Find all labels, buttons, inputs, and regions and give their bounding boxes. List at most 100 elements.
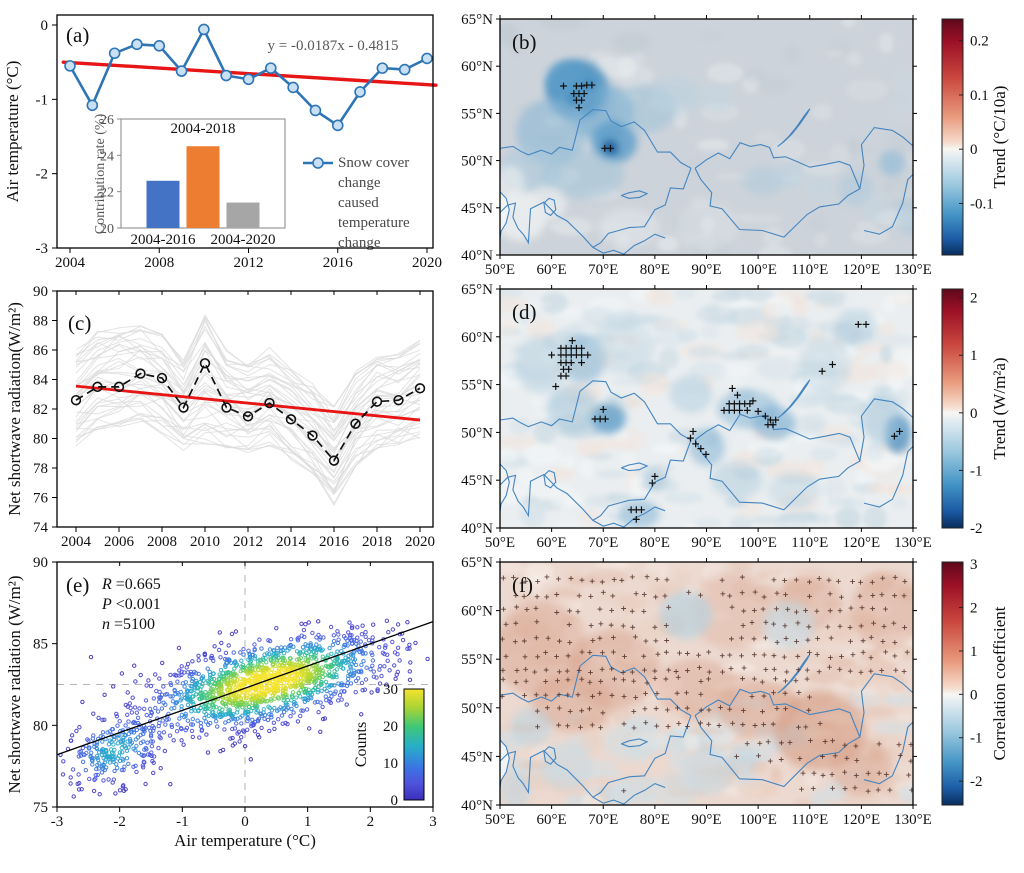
ensemble-member-line <box>75 313 421 420</box>
country-border <box>500 439 692 522</box>
significance-plus-marker <box>676 721 682 726</box>
significance-plus-marker <box>860 638 866 644</box>
significance-plus-marker <box>644 680 650 686</box>
significance-plus-marker <box>544 705 550 711</box>
significance-plus-marker <box>521 594 527 599</box>
data-point-marker <box>220 69 232 82</box>
significance-plus-marker <box>883 649 889 655</box>
significance-plus-marker <box>621 606 627 611</box>
trend-line <box>75 384 421 422</box>
country-border <box>694 142 861 238</box>
significance-plus-marker <box>590 693 595 699</box>
inset-x-label: 2004-2016 <box>131 232 196 248</box>
legend: Snow cover change caused temperature change <box>303 155 410 251</box>
country-border <box>500 654 692 717</box>
significance-plus-marker <box>513 620 519 626</box>
data-point-marker <box>242 73 255 86</box>
significance-plus-marker <box>847 625 853 630</box>
y-tick-label: 86 <box>33 343 49 359</box>
significance-plus-marker <box>761 693 767 699</box>
ensemble-member-line <box>75 400 421 485</box>
lat-tick-label: 60°N <box>461 604 493 620</box>
ensemble-member-line <box>75 315 421 408</box>
colorbar-title: Counts <box>353 722 370 767</box>
significance-plus-marker <box>818 367 826 375</box>
significance-plus-marker <box>814 652 820 657</box>
significance-plus-marker <box>785 606 791 612</box>
significance-plus-marker <box>749 694 755 699</box>
significance-plus-marker <box>769 421 777 429</box>
significance-plus-marker <box>807 593 812 599</box>
data-point-marker <box>178 402 189 413</box>
significance-plus-marker <box>763 635 768 641</box>
significance-plus-marker <box>842 786 848 792</box>
significance-plus-marker <box>896 428 903 435</box>
data-point-marker <box>198 23 210 36</box>
significance-plus-marker <box>632 515 640 523</box>
significance-plus-marker <box>664 638 670 643</box>
country-border <box>500 380 692 441</box>
panel-label-e: (e) <box>66 573 89 597</box>
significance-plus-marker <box>757 740 763 746</box>
significance-plus-marker <box>858 623 864 629</box>
significance-plus-marker <box>621 677 626 683</box>
field-blob <box>642 469 668 491</box>
scatter-points <box>58 618 430 799</box>
significance-plus-marker <box>597 606 603 612</box>
significance-plus-marker <box>816 669 822 675</box>
significance-plus-marker <box>816 576 822 581</box>
significance-plus-marker <box>622 654 627 659</box>
significance-plus-marker <box>565 692 571 698</box>
significance-plus-marker <box>772 416 780 424</box>
colorbar-tick-label: -2 <box>970 774 983 790</box>
ensemble-member-line <box>75 342 421 438</box>
significance-plus-marker <box>739 574 745 580</box>
significance-plus-marker <box>631 678 637 684</box>
significance-plus-marker <box>600 710 606 716</box>
panel-label-c: (c) <box>68 311 91 335</box>
significance-plus-marker <box>837 623 843 629</box>
significance-plus-marker <box>675 674 681 680</box>
significance-plus-marker <box>598 678 604 684</box>
lon-tick-label: 100°E <box>739 262 777 278</box>
significance-plus-marker <box>744 741 750 747</box>
lat-tick-label: 45°N <box>461 749 493 765</box>
field-blob <box>655 659 737 717</box>
significance-plus-marker <box>830 785 835 791</box>
significance-plus-marker <box>544 594 550 600</box>
significance-plus-marker <box>860 649 866 655</box>
significance-plus-marker <box>599 406 607 413</box>
significance-plus-marker <box>793 678 799 684</box>
colorbar-tick-label: 1 <box>970 644 978 660</box>
colorbar-gradient <box>403 688 425 801</box>
colorbar-gradient <box>941 18 964 256</box>
significance-plus-marker <box>751 608 757 613</box>
significance-plus-marker <box>880 575 886 581</box>
significance-plus-marker <box>675 705 680 711</box>
significance-plus-marker <box>697 445 705 453</box>
y-tick-label: 84 <box>33 373 49 389</box>
significance-plus-marker <box>629 574 635 580</box>
lon-tick-label: 120°E <box>843 812 881 828</box>
field-blob <box>542 151 624 199</box>
significance-plus-marker <box>684 651 690 656</box>
significance-plus-marker <box>589 722 595 728</box>
significance-plus-marker <box>850 652 856 658</box>
data-point-marker <box>398 63 411 76</box>
field-blob <box>862 192 892 224</box>
field-blob <box>650 76 702 114</box>
significance-plus-marker <box>608 622 614 628</box>
field-blob <box>835 308 877 346</box>
significance-plus-marker <box>868 668 874 674</box>
significance-plus-marker <box>533 635 539 641</box>
significance-plus-marker <box>565 723 570 729</box>
country-border <box>863 173 913 235</box>
country-border <box>621 190 649 199</box>
significance-plus-marker <box>662 593 668 599</box>
x-tick-label: 1 <box>304 814 312 830</box>
significance-plus-marker <box>760 709 765 715</box>
significance-plus-marker <box>783 636 789 641</box>
significance-plus-marker <box>620 623 626 629</box>
country-border <box>500 168 692 249</box>
x-tick-label: 2012 <box>234 255 264 271</box>
